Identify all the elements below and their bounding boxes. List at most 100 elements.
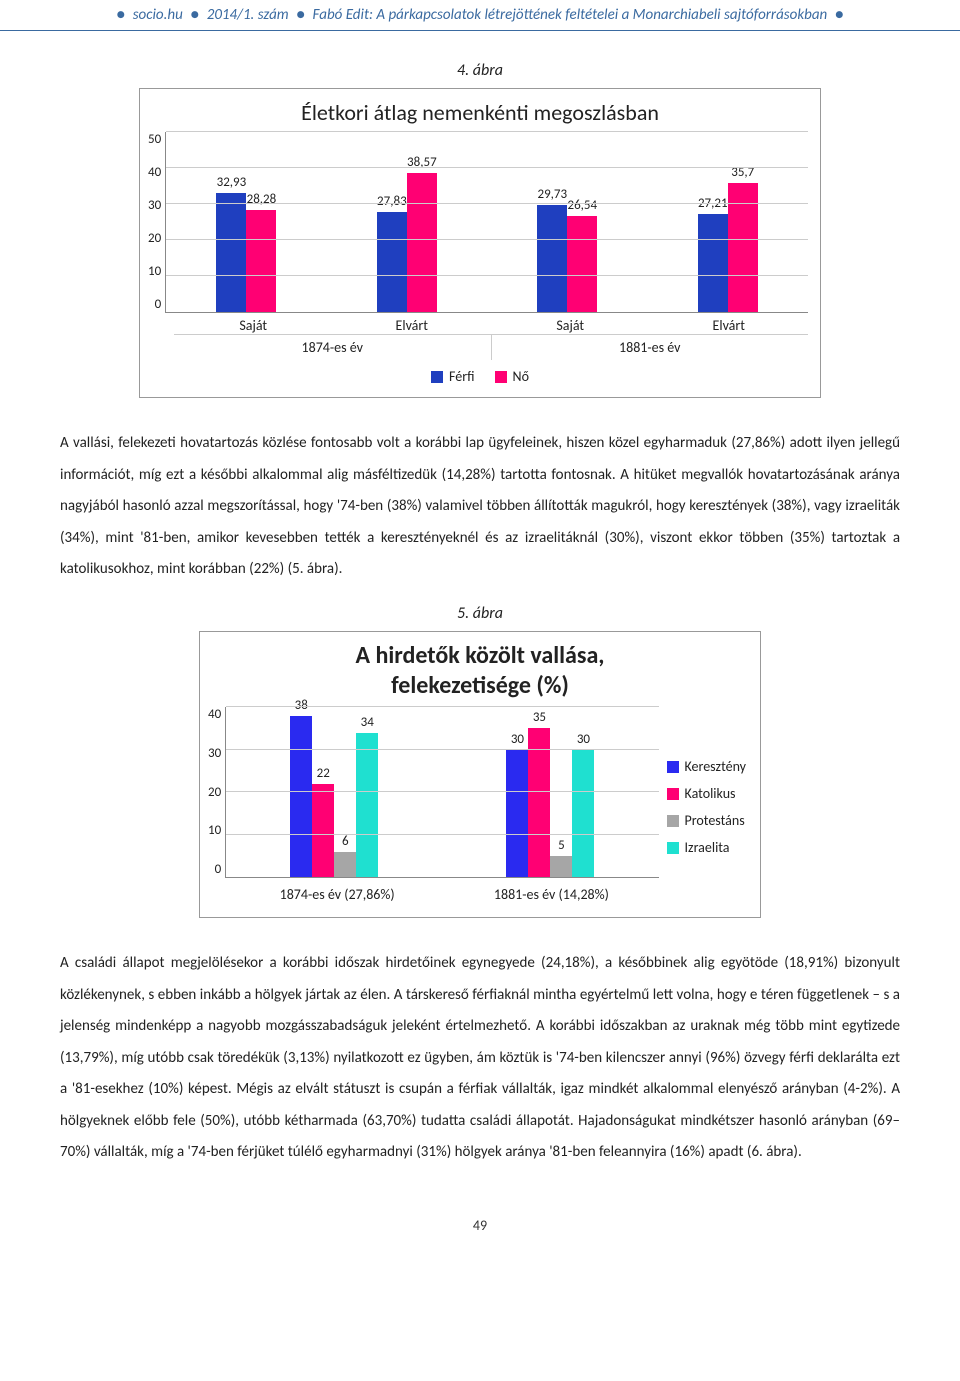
gridline (226, 749, 658, 750)
header-site: socio.hu (133, 6, 183, 24)
y-tick: 0 (208, 862, 221, 877)
legend-item: Izraelita (667, 839, 730, 856)
y-tick: 0 (148, 297, 161, 312)
gridline (166, 239, 808, 240)
bar: 22 (312, 784, 334, 878)
gridline (166, 131, 808, 132)
bar: 5 (550, 856, 572, 877)
chart2-title-line1: A hirdetők közölt vallása, (200, 632, 760, 673)
legend-swatch (667, 788, 679, 800)
header-bullet: ● (296, 6, 305, 24)
legend-item: Nő (495, 368, 529, 385)
legend-swatch (431, 371, 443, 383)
chart2-bars: 38226343035530 (226, 707, 658, 877)
gridline (226, 791, 658, 792)
legend-swatch (667, 761, 679, 773)
header-bullet: ● (116, 6, 125, 24)
legend-label: Keresztény (685, 758, 746, 775)
page-header: ● socio.hu ● 2014/1. szám ● Fabó Edit: A… (0, 0, 960, 31)
x-sub-label: Elvárt (333, 317, 492, 334)
chart2-caption: 5. ábra (60, 604, 900, 623)
bar-value-label: 32,93 (217, 175, 247, 190)
paragraph-2: A családi állapot megjelölésekor a koráb… (60, 948, 900, 1169)
chart2-plot: 38226343035530 (225, 707, 658, 878)
y-tick: 10 (208, 823, 221, 838)
x-label: 1874-es év (27,86%) (230, 882, 444, 907)
chart2-row: 010203040 38226343035530 1874-es év (27,… (200, 707, 760, 907)
y-tick: 10 (148, 264, 161, 279)
header-bullet: ● (190, 6, 199, 24)
legend-item: Katolikus (667, 785, 736, 802)
y-tick: 50 (148, 132, 161, 147)
chart1-plot-wrap: 01020304050 32,9328,2827,8338,5729,7326,… (140, 132, 820, 313)
legend-swatch (667, 842, 679, 854)
chart1-caption: 4. ábra (60, 61, 900, 80)
gridline (226, 834, 658, 835)
chart1-y-axis: 01020304050 (140, 132, 165, 312)
bar-value-label: 29,73 (538, 187, 568, 202)
chart2-y-axis: 0 10 20 30 40 (200, 707, 225, 877)
x-sub-label: Saját (174, 317, 333, 334)
page-content: 4. ábra Életkori átlag nemenkénti megosz… (0, 31, 960, 1207)
y-tick: 40 (148, 165, 161, 180)
chart1-plot: 32,9328,2827,8338,5729,7326,5427,2135,7 (165, 132, 808, 313)
legend-label: Izraelita (685, 839, 730, 856)
chart1: Életkori átlag nemenkénti megoszlásban 0… (139, 88, 821, 398)
gridline (166, 275, 808, 276)
x-super-label: 1881-es év (492, 335, 809, 360)
bar: 38,57 (407, 173, 437, 312)
y-tick: 20 (148, 231, 161, 246)
chart2: A hirdetők közölt vallása, felekezetiség… (199, 631, 761, 919)
chart1-x-sub-labels: SajátElvártSajátElvárt (174, 317, 808, 334)
bar-value-label: 35 (533, 710, 546, 725)
bar: 27,83 (377, 212, 407, 312)
bar-group: 32,9328,28 (166, 193, 326, 312)
chart1-legend: Férfi Nő (140, 360, 820, 397)
chart1-title: Életkori átlag nemenkénti megoszlásban (140, 89, 820, 132)
page-number: 49 (0, 1207, 960, 1254)
bar: 32,93 (216, 193, 246, 312)
legend-item: Protestáns (667, 812, 745, 829)
bar: 30 (572, 750, 594, 878)
header-issue: 2014/1. szám (207, 6, 289, 24)
bar-group: 29,7326,54 (487, 205, 647, 312)
bar: 26,54 (567, 216, 597, 312)
legend-item: Férfi (431, 368, 474, 385)
bar-group: 3035530 (442, 728, 658, 877)
bar-value-label: 38 (295, 698, 308, 713)
chart1-bars: 32,9328,2827,8338,5729,7326,5427,2135,7 (166, 132, 808, 312)
bar-value-label: 6 (342, 834, 349, 849)
bar: 29,73 (537, 205, 567, 312)
bar: 34 (356, 733, 378, 878)
header-bullet: ● (835, 6, 844, 24)
bar: 27,21 (698, 214, 728, 312)
bar: 28,28 (246, 210, 276, 312)
legend-swatch (495, 371, 507, 383)
y-tick: 40 (208, 707, 221, 722)
bar-value-label: 26,54 (568, 198, 598, 213)
legend-swatch (667, 815, 679, 827)
legend-label: Protestáns (685, 812, 745, 829)
x-label: 1881-es év (14,28%) (444, 882, 658, 907)
x-sub-label: Saját (491, 317, 650, 334)
x-sub-label: Elvárt (650, 317, 809, 334)
chart2-legend: Keresztény Katolikus Protestáns Izraelita (659, 707, 760, 907)
y-tick: 30 (208, 746, 221, 761)
gridline (226, 706, 658, 707)
legend-label: Nő (513, 368, 529, 385)
legend-label: Férfi (449, 368, 474, 385)
bar-value-label: 30 (577, 732, 590, 747)
bar-value-label: 30 (511, 732, 524, 747)
x-super-label: 1874-es év (174, 335, 492, 360)
chart2-x-labels: 1874-es év (27,86%)1881-es év (14,28%) (230, 882, 659, 907)
bar-value-label: 34 (361, 715, 374, 730)
gridline (166, 167, 808, 168)
y-tick: 20 (208, 785, 221, 800)
bar-value-label: 22 (317, 766, 330, 781)
bar: 35 (528, 728, 550, 877)
gridline (166, 203, 808, 204)
bar-value-label: 28,28 (247, 192, 277, 207)
chart1-x-super-labels: 1874-es év1881-es év (174, 334, 808, 360)
bar-group: 3822634 (226, 716, 442, 878)
paragraph-1: A vallási, felekezeti hovatartozás közlé… (60, 428, 900, 586)
